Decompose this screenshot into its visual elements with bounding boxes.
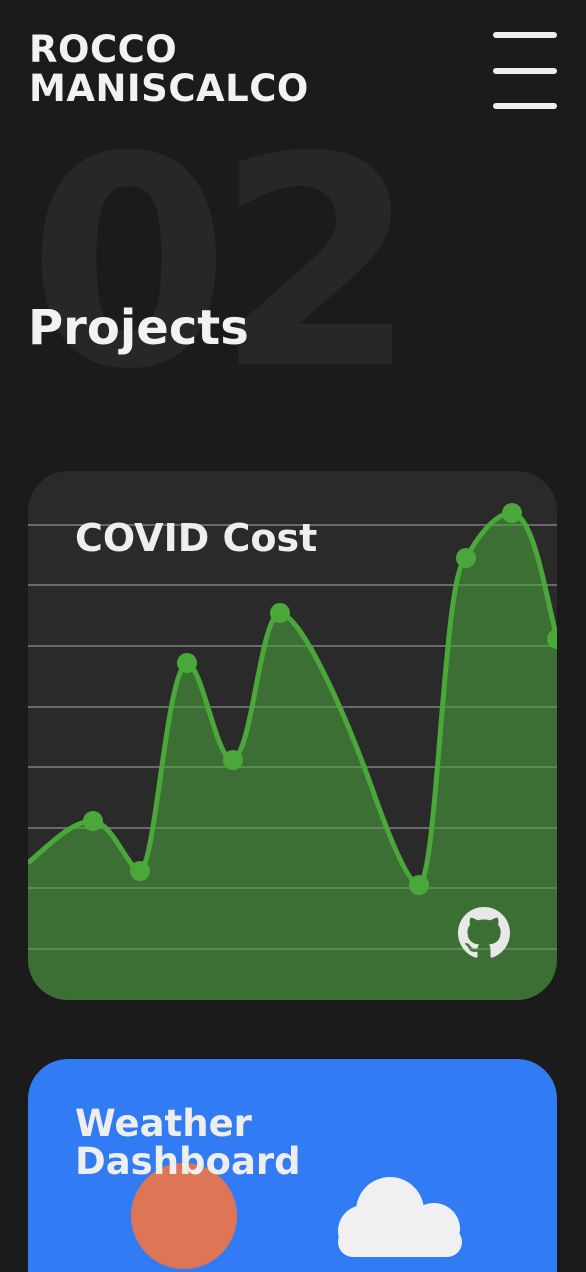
github-icon[interactable]: [458, 907, 510, 959]
project-title-weather-dashboard: Weather Dashboard: [75, 1102, 301, 1183]
brand-line-last: MANISCALCO: [29, 67, 309, 110]
brand-line-first: ROCCO: [29, 28, 178, 71]
sun-icon: [131, 1163, 237, 1269]
project-card-covid-cost[interactable]: COVID Cost: [28, 471, 557, 1000]
project-card-weather-dashboard[interactable]: Weather Dashboard: [28, 1059, 557, 1272]
menu-bar-top: [493, 32, 557, 38]
cloud-icon: [338, 1177, 462, 1257]
project-title-covid-cost: COVID Cost: [75, 516, 318, 560]
menu-bar-middle: [493, 68, 557, 74]
menu-bar-bottom: [493, 103, 557, 109]
site-brand[interactable]: ROCCO MANISCALCO: [29, 30, 309, 108]
section-number: 02: [28, 96, 418, 433]
section-title: Projects: [28, 300, 249, 356]
hamburger-menu-icon[interactable]: [492, 30, 558, 112]
chart-points: [83, 503, 557, 895]
